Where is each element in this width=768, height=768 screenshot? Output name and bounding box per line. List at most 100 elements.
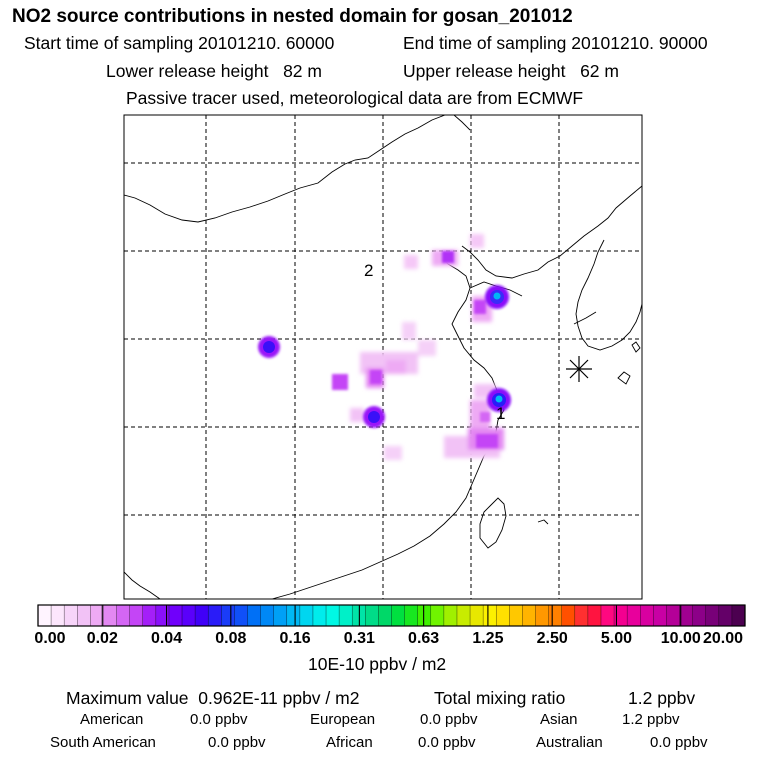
plot-title: NO2 source contributions in nested domai… (12, 6, 573, 27)
colorbar-swatch (247, 605, 261, 626)
end-time-label: End time of sampling (403, 33, 567, 53)
map-frame (123, 114, 643, 600)
hotspot-beijing-region (485, 285, 509, 309)
colorbar-swatch (548, 605, 562, 626)
hotspot-west (258, 336, 280, 358)
colorbar-tick-label: 5.00 (600, 630, 633, 647)
colorbar-swatch (365, 605, 379, 626)
lower-release-value: 82 m (283, 61, 322, 81)
maximum-value-label: Maximum value (66, 688, 189, 708)
colorbar-swatch (234, 605, 248, 626)
colorbar-tick-label: 0.16 (279, 630, 311, 647)
colorbar-swatch (339, 605, 353, 626)
upper-release: Upper release height 62 m (403, 61, 619, 82)
colorbar-swatch (653, 605, 667, 626)
colorbar-swatch (326, 605, 340, 626)
colorbar-swatch (430, 605, 445, 626)
colorbar-swatch (666, 605, 680, 626)
mid-plumes (332, 251, 498, 448)
total-mixing-ratio-label: Total mixing ratio (434, 688, 566, 708)
colorbar-swatch (640, 605, 654, 626)
colorbar (37, 604, 746, 627)
colorbar-swatch (168, 605, 183, 626)
colorbar-swatch (443, 605, 458, 626)
region-american-value: 0.0 ppbv (190, 711, 248, 728)
colorbar-swatch (535, 605, 549, 626)
colorbar-swatch (286, 605, 301, 626)
colorbar-tick-label: 0.04 (150, 630, 183, 647)
region-european-value: 0.0 ppbv (420, 711, 478, 728)
colorbar-swatch (483, 605, 497, 626)
colorbar-tick-label: 20.00 (702, 630, 744, 647)
colorbar-swatch (51, 605, 65, 626)
colorbar-swatch (77, 605, 91, 626)
colorbar-tick-label: 0.63 (408, 630, 440, 647)
colorbar-swatch (260, 605, 274, 626)
hotspot-central (363, 406, 385, 428)
colorbar-swatch (116, 605, 130, 626)
start-time-label: Start time of sampling (24, 33, 194, 53)
colorbar-swatch (731, 605, 746, 626)
upper-release-label: Upper release height (403, 61, 566, 81)
region-american-name: American (80, 711, 144, 728)
colorbar-tick-label: 0.02 (86, 630, 118, 647)
colorbar-swatch (679, 605, 693, 626)
colorbar-swatch (470, 605, 484, 626)
colorbar-tick-label: 10.00 (660, 630, 701, 647)
colorbar-swatch (378, 605, 392, 626)
lower-release-label: Lower release height (106, 61, 269, 81)
region-european-name: European (310, 711, 376, 728)
colorbar-swatch (522, 605, 536, 626)
region-australian-value: 0.0 ppbv (650, 734, 708, 751)
release-site-star-icon (566, 356, 592, 382)
maximum-value: Maximum value 0.962E-11 ppbv / m2 (66, 688, 359, 709)
start-time-value: 20101210. 60000 (198, 33, 335, 53)
colorbar-swatch (705, 605, 720, 626)
colorbar-swatch (155, 605, 170, 626)
colorbar-tick-label: 0.00 (34, 630, 66, 647)
colorbar-swatch (417, 605, 432, 626)
end-time: End time of sampling 20101210. 90000 (403, 33, 708, 54)
end-time-value: 20101210. 90000 (571, 33, 708, 53)
tracer-note: Passive tracer used, meteorological data… (126, 88, 584, 108)
lower-release: Lower release height 82 m (106, 61, 322, 82)
colorbar-swatch (38, 605, 52, 626)
colorbar-swatch (456, 605, 471, 626)
colorbar-unit: 10E-10 ppbv / m2 (308, 654, 447, 674)
region-asian-value: 1.2 ppbv (622, 711, 680, 728)
colorbar-swatch (587, 605, 602, 626)
colorbar-tick-label: 0.31 (343, 630, 375, 647)
region-south-american-name: South American (50, 734, 156, 751)
upper-release-value: 62 m (580, 61, 619, 81)
colorbar-swatch (404, 605, 418, 626)
region-south-american-value: 0.0 ppbv (208, 734, 266, 751)
hotspot-shanghai (487, 388, 511, 412)
marker-2: 2 (364, 261, 373, 280)
colorbar-swatch (509, 605, 523, 626)
colorbar-swatch (195, 605, 209, 626)
maximum-value-number: 0.962E-11 ppbv / m2 (198, 688, 360, 708)
colorbar-tick-label: 0.08 (215, 630, 247, 647)
region-african-name: African (326, 734, 373, 751)
colorbar-swatch (64, 605, 78, 626)
colorbar-swatch (574, 605, 589, 626)
colorbar-swatch (692, 605, 707, 626)
colorbar-swatch (273, 605, 288, 626)
colorbar-outline (37, 604, 746, 627)
colorbar-swatch (103, 605, 117, 626)
colorbar-tick-label: 2.50 (536, 630, 568, 647)
colorbar-swatch (299, 605, 314, 626)
colorbar-swatch (221, 605, 235, 626)
colorbar-swatch (496, 605, 510, 626)
region-african-value: 0.0 ppbv (418, 734, 476, 751)
colorbar-swatch (182, 605, 196, 626)
colorbar-swatch (208, 605, 222, 626)
colorbar-swatch (312, 605, 327, 626)
total-mixing-ratio-value: 1.2 ppbv (628, 688, 696, 708)
marker-1: 1 (496, 404, 505, 423)
region-asian-name: Asian (540, 711, 578, 728)
map-content (124, 115, 642, 599)
colorbar-swatch (718, 605, 733, 626)
colorbar-swatch (600, 605, 615, 626)
